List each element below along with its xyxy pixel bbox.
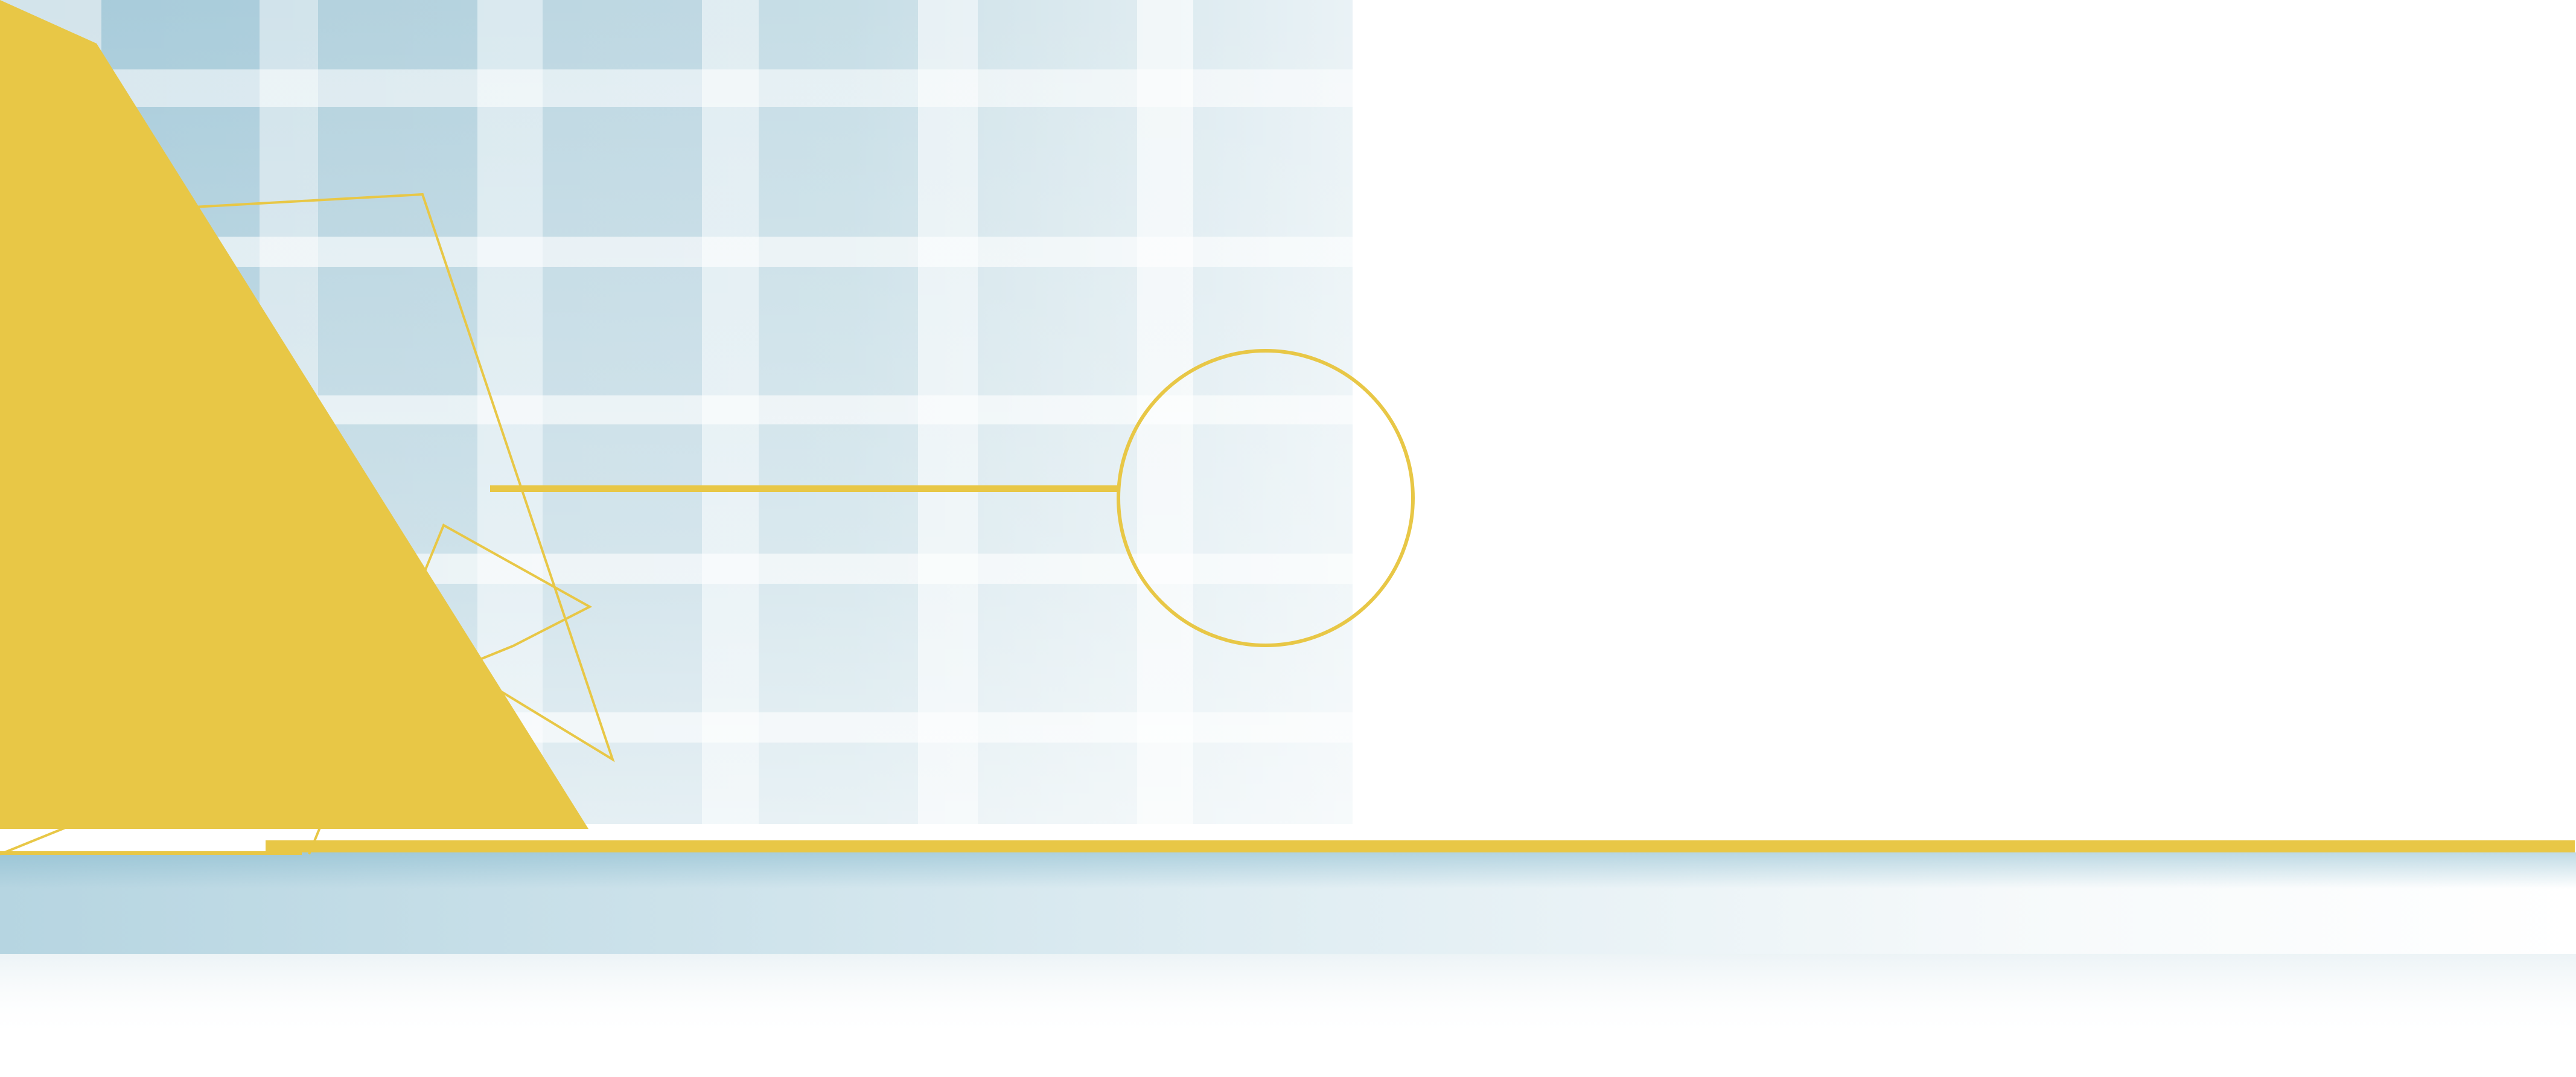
yellow-triangle (0, 0, 588, 829)
yellow-bar (266, 840, 2575, 852)
yellow-baseline (0, 851, 302, 855)
bottom-band (0, 852, 2576, 1038)
outline-circle (1117, 349, 1415, 647)
yellow-line (490, 485, 1118, 492)
